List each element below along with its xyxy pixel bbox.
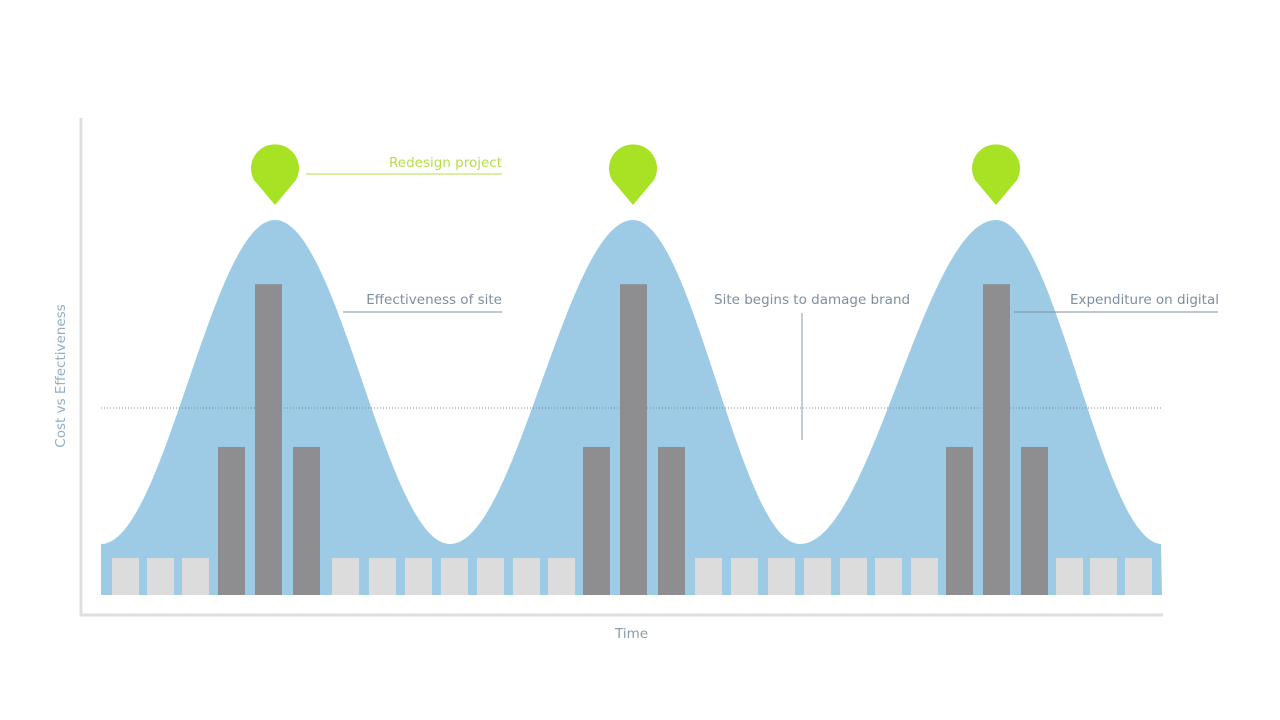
y-axis-label: Cost vs Effectiveness (53, 304, 69, 448)
redesign-label: Redesign project (388, 155, 502, 171)
expenditure-bar-high (658, 447, 685, 595)
expenditure-bar-low (548, 558, 575, 595)
expenditure-bar-low (332, 558, 359, 595)
x-axis-label: Time (615, 626, 649, 642)
expenditure-bar-high (293, 447, 320, 595)
expenditure-bar-high (983, 284, 1010, 595)
expenditure-bar-low (911, 558, 938, 595)
damage-label: Site begins to damage brand (714, 292, 911, 308)
expenditure-bar-low (477, 558, 504, 595)
expenditure-bar-low (840, 558, 867, 595)
expenditure-bar-high (218, 447, 245, 595)
expenditure-bar-low (182, 558, 209, 595)
effectiveness-label: Effectiveness of site (366, 292, 502, 308)
map-pin-icon (251, 144, 299, 205)
expenditure-bar-low (1090, 558, 1117, 595)
expenditure-bar-high (583, 447, 610, 595)
expenditure-bar-low (369, 558, 396, 595)
expenditure-bar-high (1021, 447, 1048, 595)
expenditure-bar-high (620, 284, 647, 595)
expenditure-bar-low (405, 558, 432, 595)
expenditure-bar-low (731, 558, 758, 595)
expenditure-bar-low (804, 558, 831, 595)
expenditure-bar-low (695, 558, 722, 595)
expenditure-bar-high (946, 447, 973, 595)
expenditure-bar-low (147, 558, 174, 595)
expenditure-bar-low (1056, 558, 1083, 595)
expenditure-bars (112, 284, 1152, 595)
expenditure-label: Expenditure on digital (1069, 292, 1219, 308)
expenditure-bar-low (1125, 558, 1152, 595)
map-pin-icon (972, 144, 1020, 205)
expenditure-bar-low (875, 558, 902, 595)
map-pin-icon (609, 144, 657, 205)
expenditure-bar-low (441, 558, 468, 595)
expenditure-bar-low (768, 558, 795, 595)
expenditure-bar-high (255, 284, 282, 595)
expenditure-bar-low (513, 558, 540, 595)
expenditure-bar-low (112, 558, 139, 595)
